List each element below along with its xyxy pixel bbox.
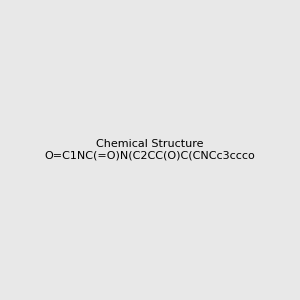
Text: Chemical Structure
O=C1NC(=O)N(C2CC(O)C(CNCc3ccco: Chemical Structure O=C1NC(=O)N(C2CC(O)C(… [45, 139, 255, 161]
